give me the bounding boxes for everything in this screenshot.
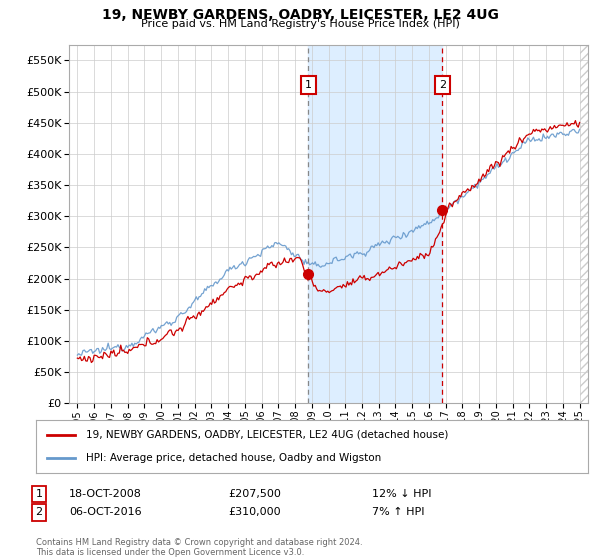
Text: 1: 1 — [305, 80, 312, 90]
Text: Price paid vs. HM Land Registry's House Price Index (HPI): Price paid vs. HM Land Registry's House … — [140, 19, 460, 29]
Text: Contains HM Land Registry data © Crown copyright and database right 2024.
This d: Contains HM Land Registry data © Crown c… — [36, 538, 362, 557]
Text: 12% ↓ HPI: 12% ↓ HPI — [372, 489, 431, 499]
Text: 19, NEWBY GARDENS, OADBY, LEICESTER, LE2 4UG: 19, NEWBY GARDENS, OADBY, LEICESTER, LE2… — [101, 8, 499, 22]
Text: 06-OCT-2016: 06-OCT-2016 — [69, 507, 142, 517]
Text: HPI: Average price, detached house, Oadby and Wigston: HPI: Average price, detached house, Oadb… — [86, 453, 381, 463]
Text: 18-OCT-2008: 18-OCT-2008 — [69, 489, 142, 499]
Text: 19, NEWBY GARDENS, OADBY, LEICESTER, LE2 4UG (detached house): 19, NEWBY GARDENS, OADBY, LEICESTER, LE2… — [86, 430, 448, 440]
Text: £310,000: £310,000 — [228, 507, 281, 517]
Text: 2: 2 — [439, 80, 446, 90]
Text: 2: 2 — [35, 507, 43, 517]
Text: £207,500: £207,500 — [228, 489, 281, 499]
Text: 1: 1 — [35, 489, 43, 499]
Bar — [580, 45, 588, 403]
Bar — [308, 45, 442, 403]
Bar — [580, 45, 588, 403]
Text: 7% ↑ HPI: 7% ↑ HPI — [372, 507, 425, 517]
